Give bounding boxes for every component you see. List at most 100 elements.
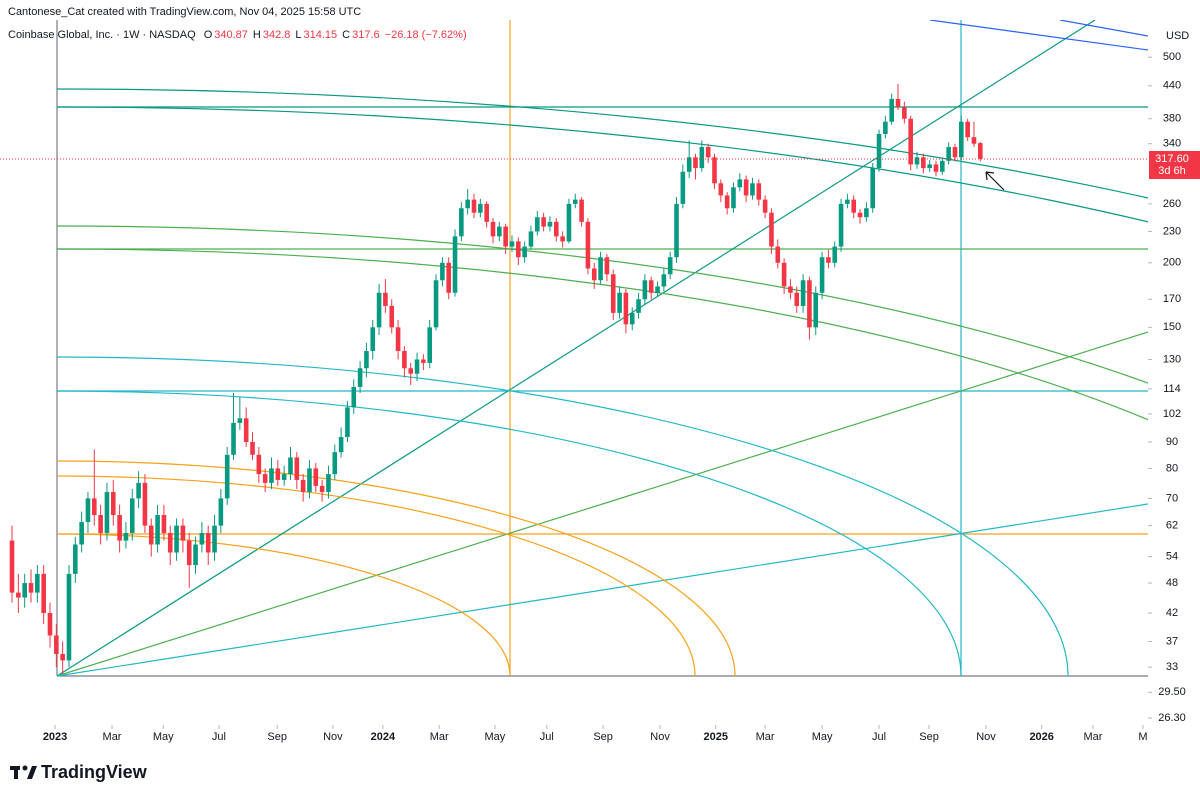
fan-line bbox=[56, 503, 1148, 677]
candle-body bbox=[288, 457, 293, 475]
fan-line bbox=[56, 331, 1148, 677]
candle-body bbox=[629, 312, 635, 325]
candle-body bbox=[503, 226, 508, 247]
candle-body bbox=[440, 262, 445, 281]
y-tick-label: 150 bbox=[1163, 321, 1181, 333]
currency: USD bbox=[1166, 30, 1189, 42]
y-tick-label: 26.30 bbox=[1158, 712, 1186, 724]
y-tick-label: 170 bbox=[1163, 293, 1181, 305]
candle-body bbox=[870, 168, 876, 209]
candle-body bbox=[743, 179, 749, 196]
candle-body bbox=[212, 525, 217, 553]
ohlc-key: H bbox=[253, 29, 261, 41]
candle-body bbox=[762, 199, 768, 213]
y-tick-label: 80 bbox=[1166, 462, 1178, 474]
candle-body bbox=[142, 482, 148, 526]
candle-body bbox=[851, 199, 857, 213]
candle-body bbox=[326, 474, 331, 493]
candle-body bbox=[269, 468, 274, 483]
candle-body bbox=[167, 532, 173, 553]
candle-body bbox=[395, 327, 401, 351]
x-tick-label: Nov bbox=[976, 731, 996, 743]
candle-body bbox=[617, 292, 622, 313]
x-tick-label: Mar bbox=[430, 731, 449, 743]
y-tick-label: 33 bbox=[1166, 661, 1178, 673]
x-tick-label: 2026 bbox=[1029, 731, 1053, 743]
candle-body bbox=[338, 437, 344, 453]
candle-body bbox=[16, 592, 21, 598]
candle-body bbox=[351, 386, 357, 408]
candle-body bbox=[674, 203, 679, 258]
candle-body bbox=[813, 292, 819, 328]
candle-body bbox=[35, 573, 40, 593]
candle-body bbox=[180, 525, 186, 541]
candle-body bbox=[123, 532, 129, 541]
candle-body bbox=[794, 292, 800, 306]
y-tick-label: 90 bbox=[1166, 436, 1178, 448]
ohlc-value: 317.6 bbox=[352, 29, 380, 41]
candle-body bbox=[47, 613, 53, 636]
candle-body bbox=[693, 157, 698, 169]
y-tick-label: 340 bbox=[1163, 138, 1181, 150]
x-tick-label: Mar bbox=[756, 731, 775, 743]
candle-body bbox=[572, 199, 578, 204]
candle-body bbox=[54, 635, 59, 654]
countdown: 3d 6h bbox=[1158, 165, 1186, 177]
candle-body bbox=[509, 241, 515, 247]
candle-body bbox=[914, 157, 920, 165]
candle-body bbox=[22, 583, 27, 598]
x-tick-label: Sep bbox=[919, 731, 939, 743]
candle-body bbox=[250, 441, 255, 455]
candle-body bbox=[332, 452, 338, 475]
candle-body bbox=[41, 573, 46, 614]
candle-body bbox=[73, 544, 78, 574]
candle-body bbox=[28, 583, 34, 593]
drawings bbox=[56, 20, 1148, 677]
legend: Coinbase Global, Inc. · 1W · NASDAQ O 340.… bbox=[8, 29, 467, 41]
candle-body bbox=[300, 479, 306, 493]
logo: TradingView bbox=[10, 762, 148, 782]
candle-body bbox=[79, 522, 84, 545]
candle-body bbox=[541, 217, 546, 227]
candle-body bbox=[895, 98, 901, 108]
y-tick-label: 230 bbox=[1163, 225, 1181, 237]
y-tick-label: 440 bbox=[1163, 80, 1181, 92]
x-tick-label: Jul bbox=[540, 731, 554, 743]
candle-body bbox=[832, 246, 838, 263]
candle-body bbox=[731, 187, 736, 209]
arc bbox=[56, 106, 1148, 223]
candle-body bbox=[446, 262, 451, 293]
candle-body bbox=[857, 212, 863, 218]
y-tick-label: 42 bbox=[1166, 607, 1178, 619]
x-tick-label: Mar bbox=[1083, 731, 1102, 743]
candle-body bbox=[800, 280, 806, 306]
candle-body bbox=[66, 573, 72, 661]
y-tick-label: 380 bbox=[1163, 113, 1181, 125]
y-tick-label: 130 bbox=[1163, 353, 1181, 365]
candle-body bbox=[636, 299, 641, 313]
candle-body bbox=[237, 418, 243, 423]
candle-body bbox=[9, 540, 15, 593]
candle-body bbox=[345, 407, 350, 438]
candle-body bbox=[243, 418, 249, 442]
candle-body bbox=[60, 653, 65, 661]
arc bbox=[56, 460, 736, 677]
x-tick-label: May bbox=[812, 731, 833, 743]
candle-body bbox=[952, 147, 958, 158]
candle-body bbox=[781, 262, 787, 287]
candle-body bbox=[383, 292, 388, 306]
candle-body bbox=[648, 280, 654, 293]
x-tick-label: 2025 bbox=[704, 731, 728, 743]
candle-body bbox=[490, 221, 496, 237]
candle-body bbox=[313, 468, 319, 486]
candle-body bbox=[148, 525, 154, 545]
candle-body bbox=[585, 221, 591, 269]
candle-body bbox=[655, 286, 660, 293]
candle-body bbox=[129, 498, 135, 533]
candle-body bbox=[933, 164, 939, 172]
fan-line bbox=[56, 20, 1096, 677]
candle-body bbox=[864, 208, 869, 218]
candle-body bbox=[838, 203, 844, 247]
arc bbox=[56, 475, 696, 677]
